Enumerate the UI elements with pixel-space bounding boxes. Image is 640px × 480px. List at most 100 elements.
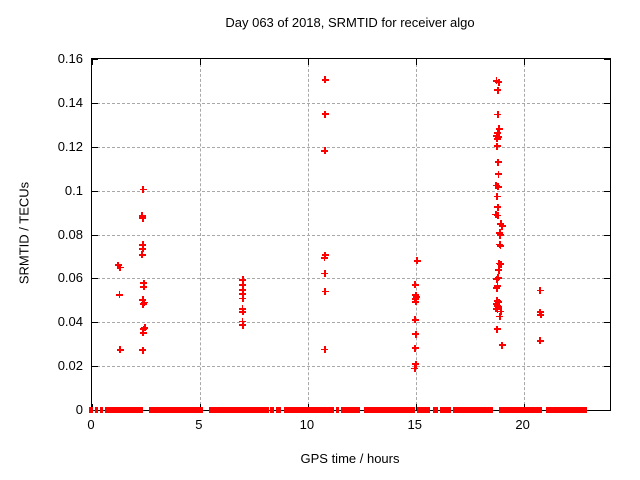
y-axis-tick (92, 59, 98, 60)
data-point-marker (412, 330, 420, 338)
data-point-marker (494, 158, 502, 166)
data-point-marker (496, 231, 504, 239)
data-point-marker (411, 316, 419, 324)
zero-line-band (104, 407, 143, 413)
data-point-marker (493, 275, 501, 283)
y-tick-label: 0.06 (57, 270, 83, 286)
x-axis-tick-top (523, 59, 525, 65)
x-axis-tick-top (307, 59, 309, 65)
data-point-marker (493, 284, 501, 292)
data-point-marker (493, 193, 501, 201)
data-point-marker (321, 288, 329, 296)
y-axis-tick-right (604, 410, 610, 411)
data-point-marker (493, 302, 501, 310)
data-point-marker (413, 257, 421, 265)
data-point-marker (495, 266, 503, 274)
data-point-marker (115, 291, 123, 299)
y-axis-tick-right (604, 366, 610, 368)
data-point-marker (492, 182, 500, 190)
plot-area (89, 58, 611, 413)
y-axis-tick-right (604, 190, 610, 192)
y-tick-label: 0 (75, 402, 83, 417)
data-point-marker (140, 283, 148, 291)
y-tick-label: 0.16 (57, 51, 83, 66)
data-point-marker (238, 318, 246, 326)
y-axis-tick-right (604, 146, 610, 148)
zero-line-band (94, 407, 99, 413)
data-point-marker (239, 290, 247, 298)
data-point-marker (321, 147, 329, 155)
y-axis-tick (92, 278, 98, 280)
data-point-marker (139, 329, 147, 337)
zero-line-band (89, 407, 94, 413)
y-axis-tick (92, 234, 98, 236)
y-tick-label: 0.02 (57, 358, 83, 374)
data-point-marker (497, 308, 505, 315)
y-axis-tick-right (604, 102, 610, 104)
y-axis-tick (92, 322, 98, 324)
data-point-marker (321, 345, 329, 353)
y-axis-tick-right (604, 322, 610, 324)
zero-line-band (433, 407, 439, 413)
data-point-marker (139, 241, 147, 249)
data-point-marker (494, 86, 502, 94)
zero-line-band (340, 407, 361, 413)
data-point-marker (494, 203, 502, 211)
data-point-marker (498, 341, 506, 349)
data-point-marker (116, 263, 124, 271)
zero-line-band (149, 407, 203, 413)
zero-line-band (270, 407, 275, 413)
y-gridline (92, 322, 610, 324)
zero-line-band (363, 407, 416, 413)
data-point-marker (239, 308, 247, 316)
data-point-marker (321, 76, 329, 84)
zero-line-band (335, 407, 339, 413)
x-tick-label: 10 (299, 417, 315, 432)
data-point-marker (139, 214, 147, 222)
zero-line-band (546, 407, 587, 413)
y-tick-label: 0.12 (57, 138, 83, 154)
data-point-marker (139, 296, 147, 304)
data-point-marker (320, 254, 328, 262)
data-point-marker (412, 360, 420, 368)
data-point-marker (114, 261, 122, 269)
data-point-marker (497, 242, 505, 250)
zero-line-band (453, 407, 493, 413)
data-point-marker (493, 135, 501, 143)
data-point-marker (412, 293, 420, 301)
data-point-marker (239, 286, 247, 294)
data-point-marker (411, 344, 419, 352)
y-gridline (92, 278, 610, 280)
data-point-marker (497, 220, 505, 228)
y-axis-tick (92, 366, 98, 368)
zero-line-band (275, 407, 282, 413)
y-gridline (92, 102, 610, 104)
data-point-marker (494, 274, 502, 282)
x-axis-tick-top (199, 59, 201, 65)
data-point-marker (497, 260, 505, 268)
data-point-marker (494, 111, 502, 118)
data-point-marker (536, 286, 544, 294)
zero-line-band (283, 407, 334, 413)
y-axis-tick (92, 146, 98, 148)
x-axis-label: GPS time / hours (300, 451, 400, 466)
y-axis-tick-right (604, 278, 610, 280)
data-point-marker (139, 186, 147, 194)
zero-line-band (208, 407, 269, 413)
data-point-marker (321, 270, 329, 278)
chart-title: Day 063 of 2018, SRMTID for receiver alg… (225, 15, 475, 30)
data-point-marker (537, 311, 545, 319)
zero-line-band (498, 407, 543, 413)
data-point-marker (239, 295, 247, 303)
y-gridline (92, 366, 610, 368)
y-axis-tick-right (604, 234, 610, 236)
data-point-marker (494, 170, 502, 178)
data-point-marker (498, 222, 506, 230)
data-point-marker (411, 365, 419, 373)
x-axis-tick (415, 404, 417, 410)
data-point-marker (239, 276, 247, 284)
x-tick-label: 20 (515, 417, 530, 432)
data-point-marker (494, 183, 502, 191)
data-point-marker (493, 142, 501, 150)
